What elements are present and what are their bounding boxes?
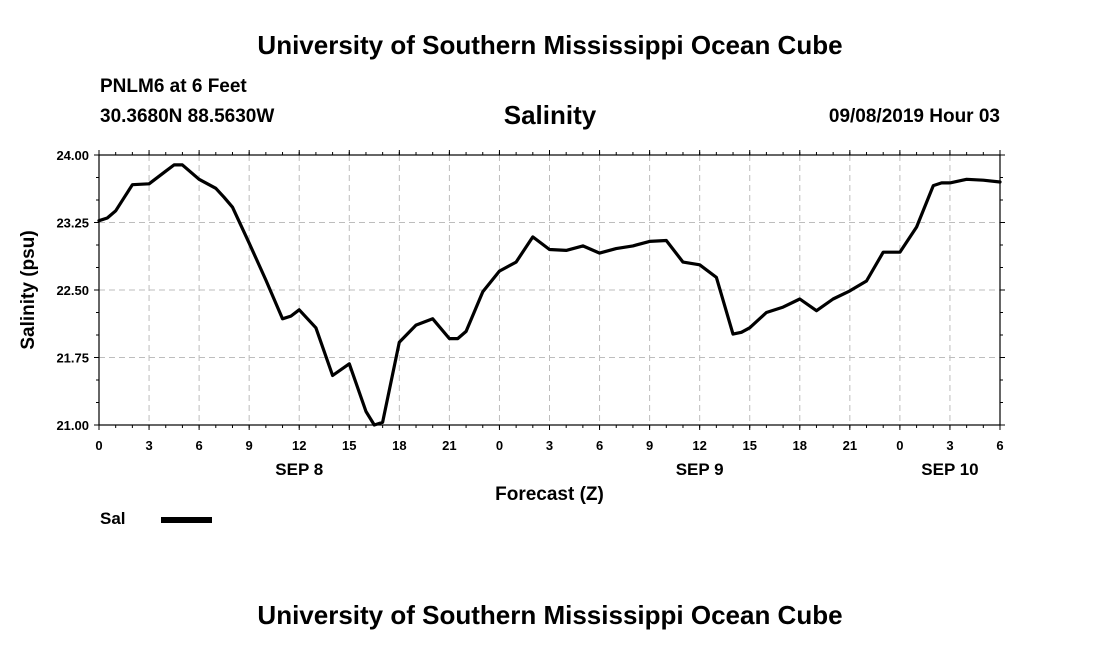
x-axis-label: Forecast (Z): [495, 484, 604, 505]
x-tick-label: 9: [246, 438, 253, 453]
y-tick-label: 24.00: [56, 148, 89, 163]
x-tick-label: 12: [292, 438, 306, 453]
date-label: SEP 9: [676, 460, 724, 479]
parameter-title: Salinity: [503, 100, 597, 130]
legend-swatch: [161, 517, 212, 523]
x-tick-label: 15: [342, 438, 356, 453]
y-axis-label: Salinity (psu): [18, 230, 39, 349]
salinity-line: [97, 163, 1002, 427]
coordinates-label: 30.3680N 88.5630W: [100, 106, 275, 127]
x-tick-label: 6: [996, 438, 1003, 453]
forecast-datetime: 09/08/2019 Hour 03: [828, 106, 1000, 127]
x-tick-label: 21: [442, 438, 456, 453]
y-tick-label: 23.25: [56, 216, 89, 231]
x-tick-label: 3: [145, 438, 152, 453]
x-tick-label: 12: [692, 438, 706, 453]
org-title-bottom: University of Southern Mississippi Ocean…: [257, 600, 843, 630]
y-tick-label: 22.50: [56, 283, 89, 298]
x-tick-label: 3: [546, 438, 553, 453]
x-tick-label: 21: [843, 438, 857, 453]
x-tick-label: 0: [896, 438, 903, 453]
date-label: SEP 10: [921, 460, 978, 479]
org-title-top: University of Southern Mississippi Ocean…: [257, 30, 843, 60]
x-tick-label: 6: [195, 438, 202, 453]
x-tick-label: 18: [392, 438, 406, 453]
plot-frame: [98, 154, 1001, 426]
x-tick-label: 15: [742, 438, 756, 453]
x-tick-label: 0: [496, 438, 503, 453]
x-tick-label: 0: [95, 438, 102, 453]
x-tick-label: 6: [596, 438, 603, 453]
y-tick-label: 21.00: [56, 418, 89, 433]
x-tick-label: 9: [646, 438, 653, 453]
date-label: SEP 8: [275, 460, 323, 479]
x-tick-label: 3: [946, 438, 953, 453]
x-tick-label: 18: [793, 438, 807, 453]
y-tick-label: 21.75: [56, 351, 89, 366]
legend-label: Sal: [100, 509, 126, 528]
station-label: PNLM6 at 6 Feet: [100, 76, 247, 97]
